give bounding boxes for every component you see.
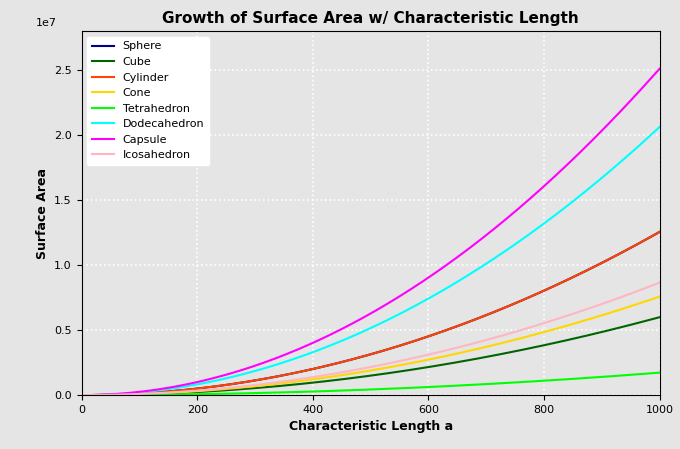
Icosahedron bbox=[528, 324, 537, 330]
Icosahedron bbox=[475, 339, 483, 345]
Cube bbox=[528, 345, 537, 350]
Capsule bbox=[332, 329, 340, 335]
Y-axis label: Surface Area: Surface Area bbox=[35, 168, 48, 259]
Sphere bbox=[539, 289, 547, 294]
Cone bbox=[656, 294, 664, 299]
Sphere bbox=[311, 366, 320, 371]
Tetrahedron bbox=[332, 388, 340, 393]
Tetrahedron bbox=[656, 370, 664, 375]
Sphere bbox=[78, 392, 86, 398]
Cylinder bbox=[137, 391, 145, 396]
Line: Dodecahedron: Dodecahedron bbox=[82, 127, 660, 395]
Cone bbox=[539, 330, 547, 335]
Cylinder bbox=[78, 392, 86, 398]
Sphere bbox=[656, 229, 664, 234]
Cone bbox=[332, 373, 340, 379]
Capsule bbox=[539, 185, 547, 190]
Tetrahedron bbox=[528, 379, 537, 384]
Cylinder bbox=[311, 366, 320, 371]
Dodecahedron bbox=[332, 340, 340, 346]
Cone bbox=[528, 333, 537, 338]
Icosahedron bbox=[539, 321, 547, 326]
Cube bbox=[311, 380, 320, 385]
Cube bbox=[137, 392, 145, 397]
Cylinder bbox=[475, 316, 483, 321]
Cylinder bbox=[656, 229, 664, 234]
Line: Tetrahedron: Tetrahedron bbox=[82, 373, 660, 395]
Sphere bbox=[332, 361, 340, 366]
Capsule bbox=[311, 339, 320, 344]
Tetrahedron bbox=[311, 389, 320, 394]
Tetrahedron bbox=[539, 378, 547, 383]
Cube bbox=[78, 392, 86, 398]
Cone bbox=[78, 392, 86, 398]
Line: Capsule: Capsule bbox=[82, 69, 660, 395]
Cube bbox=[475, 356, 483, 361]
Title: Growth of Surface Area w/ Characteristic Length: Growth of Surface Area w/ Characteristic… bbox=[163, 11, 579, 26]
Sphere bbox=[137, 391, 145, 396]
Cube bbox=[332, 377, 340, 383]
Dodecahedron bbox=[475, 266, 483, 271]
Dodecahedron bbox=[78, 392, 86, 398]
Line: Cone: Cone bbox=[82, 297, 660, 395]
Sphere bbox=[475, 316, 483, 321]
Cone bbox=[311, 376, 320, 382]
Cube bbox=[656, 314, 664, 320]
Cylinder bbox=[332, 361, 340, 366]
Icosahedron bbox=[78, 392, 86, 398]
Icosahedron bbox=[137, 391, 145, 396]
Icosahedron bbox=[656, 280, 664, 285]
Line: Cylinder: Cylinder bbox=[82, 232, 660, 395]
Sphere bbox=[528, 293, 537, 299]
Dodecahedron bbox=[137, 390, 145, 395]
Line: Sphere: Sphere bbox=[82, 232, 660, 395]
X-axis label: Characteristic Length a: Characteristic Length a bbox=[288, 420, 453, 433]
Capsule bbox=[528, 194, 537, 199]
Dodecahedron bbox=[528, 229, 537, 235]
Capsule bbox=[137, 389, 145, 394]
Line: Icosahedron: Icosahedron bbox=[82, 282, 660, 395]
Cube bbox=[539, 343, 547, 348]
Capsule bbox=[78, 392, 86, 398]
Capsule bbox=[656, 66, 664, 71]
Tetrahedron bbox=[78, 392, 86, 398]
Cylinder bbox=[539, 289, 547, 294]
Cylinder bbox=[528, 293, 537, 299]
Tetrahedron bbox=[475, 382, 483, 387]
Dodecahedron bbox=[539, 222, 547, 227]
Tetrahedron bbox=[137, 392, 145, 397]
Text: 1e7: 1e7 bbox=[35, 18, 56, 28]
Capsule bbox=[475, 238, 483, 244]
Line: Cube: Cube bbox=[82, 317, 660, 395]
Dodecahedron bbox=[656, 124, 664, 130]
Dodecahedron bbox=[311, 348, 320, 354]
Icosahedron bbox=[311, 374, 320, 379]
Cone bbox=[475, 346, 483, 352]
Icosahedron bbox=[332, 370, 340, 376]
Cone bbox=[137, 392, 145, 397]
Legend: Sphere, Cube, Cylinder, Cone, Tetrahedron, Dodecahedron, Capsule, Icosahedron: Sphere, Cube, Cylinder, Cone, Tetrahedro… bbox=[87, 37, 209, 165]
